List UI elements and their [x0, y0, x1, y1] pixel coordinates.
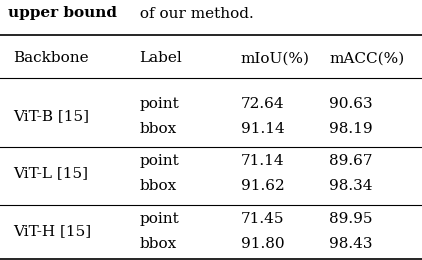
- Text: 91.14: 91.14: [241, 122, 284, 136]
- Text: 91.80: 91.80: [241, 237, 284, 251]
- Text: bbox: bbox: [139, 179, 176, 193]
- Text: 89.67: 89.67: [329, 154, 373, 168]
- Text: ViT-B [15]: ViT-B [15]: [13, 109, 89, 123]
- Text: Label: Label: [139, 51, 182, 66]
- Text: bbox: bbox: [139, 122, 176, 136]
- Text: bbox: bbox: [139, 237, 176, 251]
- Text: mACC(%): mACC(%): [329, 51, 404, 66]
- Text: point: point: [139, 97, 179, 111]
- Text: mIoU(%): mIoU(%): [241, 51, 310, 66]
- Text: upper bound: upper bound: [8, 6, 117, 21]
- Text: ViT-L [15]: ViT-L [15]: [13, 167, 88, 180]
- Text: point: point: [139, 212, 179, 226]
- Text: ViT-H [15]: ViT-H [15]: [13, 224, 91, 238]
- Text: 71.14: 71.14: [241, 154, 284, 168]
- Text: point: point: [139, 154, 179, 168]
- Text: 98.43: 98.43: [329, 237, 373, 251]
- Text: 89.95: 89.95: [329, 212, 373, 226]
- Text: 98.34: 98.34: [329, 179, 373, 193]
- Text: Backbone: Backbone: [13, 51, 88, 66]
- Text: 98.19: 98.19: [329, 122, 373, 136]
- Text: 72.64: 72.64: [241, 97, 284, 111]
- Text: 91.62: 91.62: [241, 179, 284, 193]
- Text: 71.45: 71.45: [241, 212, 284, 226]
- Text: 90.63: 90.63: [329, 97, 373, 111]
- Text: of our method.: of our method.: [135, 6, 254, 21]
